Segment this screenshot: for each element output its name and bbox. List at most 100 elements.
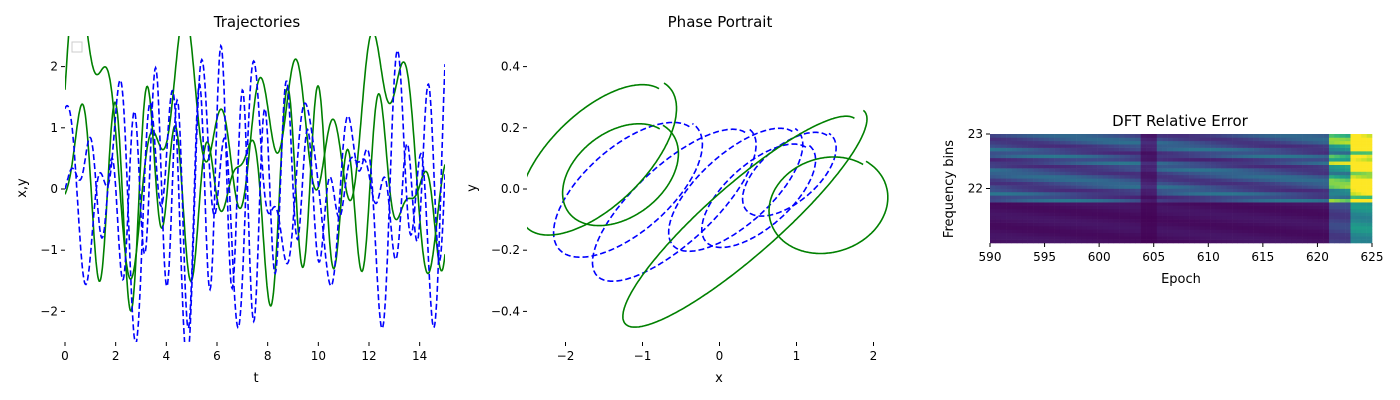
heatmap-cell <box>1194 212 1201 217</box>
heatmap-cell <box>1361 202 1367 206</box>
heatmap-cell <box>1291 164 1297 169</box>
heatmap-cell <box>1307 232 1314 237</box>
heatmap-cell <box>990 225 996 230</box>
heatmap-cell <box>1092 134 1098 138</box>
heatmap-cell <box>1259 205 1265 210</box>
heatmap-cell <box>1135 144 1141 148</box>
heatmap-cell <box>1215 222 1222 227</box>
heatmap-cell <box>1059 134 1066 138</box>
heatmap-cell <box>1016 198 1023 203</box>
heatmap-cell <box>1328 185 1335 189</box>
heatmap-cell <box>1205 191 1211 196</box>
heatmap-cell <box>1221 212 1228 217</box>
heatmap-cell <box>1140 174 1147 179</box>
heatmap-cell <box>1221 191 1228 196</box>
heatmap-cell <box>1049 236 1055 240</box>
heatmap-cell <box>1350 212 1357 217</box>
heatmap-cell <box>1221 168 1228 172</box>
heatmap-cell <box>1022 151 1028 155</box>
dft-error-xtick-label: 600 <box>1088 250 1111 264</box>
heatmap-cell <box>1312 171 1319 176</box>
heatmap-cell <box>1038 164 1045 169</box>
heatmap-cell <box>1350 191 1357 196</box>
heatmap-cell <box>1215 157 1222 162</box>
heatmap-cell <box>990 191 996 196</box>
heatmap-cell <box>1135 181 1141 186</box>
heatmap-cell <box>1167 229 1174 234</box>
heatmap-cell <box>1199 239 1206 244</box>
heatmap-cell <box>1291 154 1297 159</box>
heatmap-cell <box>1334 181 1341 186</box>
heatmap-cell <box>1366 191 1373 196</box>
heatmap-cell <box>1253 174 1260 179</box>
heatmap-cell <box>995 195 1002 200</box>
heatmap-cell <box>1146 144 1152 148</box>
heatmap-cell <box>1124 236 1131 240</box>
dft-error-xtick-label: 625 <box>1361 250 1384 264</box>
heatmap-cell <box>1334 188 1341 193</box>
heatmap-cell <box>1307 161 1314 165</box>
heatmap-cell <box>1076 144 1082 148</box>
heatmap-cell <box>1070 202 1077 206</box>
heatmap-cell <box>1038 191 1045 196</box>
heatmap-cell <box>995 219 1002 223</box>
heatmap-cell <box>1183 195 1190 200</box>
heatmap-cell <box>1215 168 1222 172</box>
heatmap-cell <box>1140 137 1147 142</box>
heatmap-cell <box>1097 144 1104 148</box>
heatmap-cell <box>1350 137 1357 142</box>
heatmap-cell <box>1194 236 1201 240</box>
heatmap-cell <box>1070 215 1077 220</box>
heatmap-cell <box>1011 191 1018 196</box>
heatmap-cell <box>1140 188 1147 193</box>
heatmap-cell <box>1011 171 1018 176</box>
heatmap-cell <box>1070 198 1077 203</box>
heatmap-cell <box>1215 236 1222 240</box>
heatmap-cell <box>1302 229 1308 234</box>
heatmap-cell <box>1151 198 1158 203</box>
heatmap-cell <box>1124 144 1131 148</box>
heatmap-cell <box>1140 151 1147 155</box>
heatmap-cell <box>1178 195 1184 200</box>
heatmap-cell <box>1205 181 1211 186</box>
heatmap-cell <box>1000 212 1007 217</box>
heatmap-cell <box>1339 157 1346 162</box>
heatmap-cell <box>1140 191 1147 196</box>
heatmap-cell <box>1178 164 1184 169</box>
dft-error-ylabel: Frequency bins <box>942 140 957 238</box>
heatmap-cell <box>1296 181 1303 186</box>
heatmap-cell <box>1275 171 1281 176</box>
heatmap-cell <box>1065 212 1071 217</box>
heatmap-cell <box>1318 151 1324 155</box>
heatmap-cell <box>1022 198 1028 203</box>
heatmap-cell <box>1011 222 1018 227</box>
heatmap-cell <box>1049 198 1055 203</box>
heatmap-cell <box>1323 188 1330 193</box>
heatmap-cell <box>1221 134 1228 138</box>
heatmap-cell <box>1183 151 1190 155</box>
heatmap-cell <box>1215 154 1222 159</box>
heatmap-cell <box>1242 154 1249 159</box>
heatmap-cell <box>1232 212 1238 217</box>
heatmap-cell <box>1070 188 1077 193</box>
heatmap-cell <box>1275 178 1281 182</box>
heatmap-cell <box>1086 151 1093 155</box>
heatmap-cell <box>1135 215 1141 220</box>
heatmap-cell <box>1000 202 1007 206</box>
heatmap-cell <box>1275 168 1281 172</box>
heatmap-cell <box>1280 137 1287 142</box>
heatmap-cell <box>1226 151 1233 155</box>
heatmap-cell <box>1146 185 1152 189</box>
heatmap-cell <box>1350 208 1357 213</box>
phase-green-loop <box>768 156 889 255</box>
heatmap-cell <box>1210 229 1217 234</box>
heatmap-cell <box>1054 202 1061 206</box>
heatmap-cell <box>995 181 1002 186</box>
heatmap-cell <box>1016 208 1023 213</box>
heatmap-cell <box>1049 168 1055 172</box>
heatmap-cell <box>1323 137 1330 142</box>
heatmap-cell <box>1334 140 1341 145</box>
heatmap-cell <box>1049 188 1055 193</box>
heatmap-cell <box>1323 161 1330 165</box>
heatmap-cell <box>1086 161 1093 165</box>
